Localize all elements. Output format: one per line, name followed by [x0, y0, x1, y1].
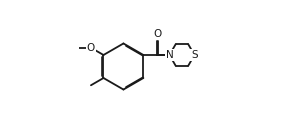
Text: N: N [166, 50, 173, 60]
Text: O: O [87, 43, 95, 53]
Text: O: O [153, 29, 161, 39]
Text: S: S [191, 50, 198, 60]
